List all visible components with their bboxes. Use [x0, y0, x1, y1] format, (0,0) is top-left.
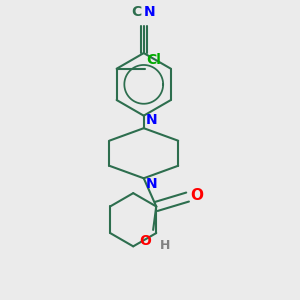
Text: O: O: [139, 234, 151, 248]
Text: N: N: [145, 112, 157, 127]
Text: N: N: [144, 4, 156, 19]
Text: O: O: [191, 188, 204, 203]
Text: N: N: [145, 177, 157, 191]
Text: Cl: Cl: [146, 53, 161, 67]
Text: C: C: [131, 4, 141, 19]
Text: H: H: [159, 239, 170, 252]
